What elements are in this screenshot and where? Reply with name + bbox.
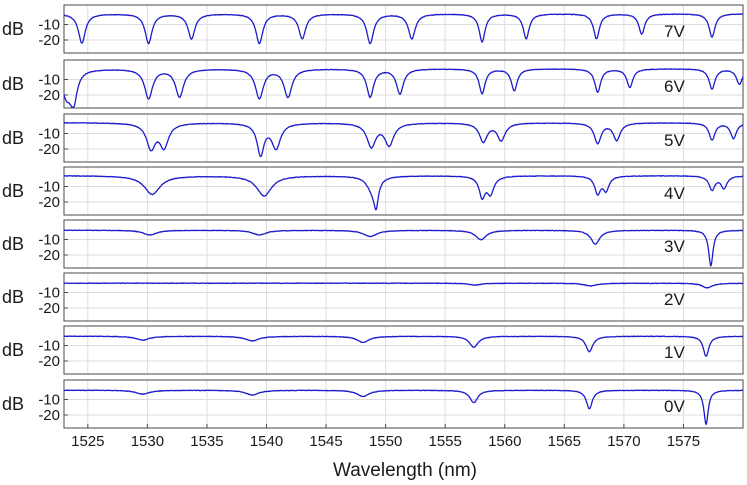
y-tick-label: -20 [38, 141, 60, 158]
spectrum-trace [63, 121, 744, 158]
x-tick-label: 1545 [309, 433, 342, 450]
x-tick-label: 1560 [488, 433, 521, 450]
y-tick-label: -10 [38, 126, 60, 143]
y-axis-label: dB [2, 74, 24, 94]
spectrum-panel: -10-20 dB 7V [2, 4, 744, 54]
x-tick-label: 1575 [667, 433, 700, 450]
spectrum-panel: -10-20 dB 1V [2, 325, 744, 375]
y-tick-label: -20 [38, 32, 60, 49]
spectrum-trace [63, 282, 744, 289]
y-tick-label: -20 [38, 87, 60, 104]
spectrum-trace [63, 389, 744, 426]
axis-layer: 1525 1530 1535 1540 1545 1550 1555 1560 1565 1570… [71, 424, 700, 450]
y-axis-label: dB [2, 340, 24, 360]
y-tick-label: -10 [38, 17, 60, 34]
spectrum-trace [63, 13, 744, 45]
series-label: 2V [664, 290, 685, 309]
spectrum-panel: -10-20 dB 0V [2, 379, 744, 429]
x-tick-label: 1570 [607, 433, 640, 450]
y-axis-label: dB [2, 394, 24, 414]
y-tick-label: -10 [38, 72, 60, 89]
x-tick-label: 1565 [548, 433, 581, 450]
y-tick-label: -20 [38, 247, 60, 264]
y-tick-label: -10 [38, 285, 60, 302]
y-tick-label: -20 [38, 194, 60, 211]
spectrum-panel: -10-20 dB 3V [2, 219, 744, 269]
series-label: 3V [664, 237, 685, 256]
panel-frame [63, 325, 744, 375]
panel-frame [63, 379, 744, 429]
series-label: 4V [664, 184, 685, 203]
x-tick-label: 1535 [190, 433, 223, 450]
spectrum-panel: -10-20 dB 6V [2, 59, 744, 109]
y-axis-label: dB [2, 19, 24, 39]
y-tick-label: -10 [38, 232, 60, 249]
x-tick-label: 1540 [250, 433, 283, 450]
y-tick-label: -10 [38, 392, 60, 409]
spectrum-panel: -10-20 dB 2V [2, 272, 744, 322]
spectrum-panel: -10-20 dB 4V [2, 166, 744, 216]
panel-frame [63, 113, 744, 163]
x-tick-label: 1525 [71, 433, 104, 450]
y-tick-label: -20 [38, 300, 60, 317]
y-tick-label: -10 [38, 179, 60, 196]
series-label: 0V [664, 397, 685, 416]
y-axis-label: dB [2, 128, 24, 148]
panel-frame [63, 4, 744, 54]
panel-frame [63, 166, 744, 216]
spectrum-trace [63, 229, 744, 267]
spectrum-trace [63, 68, 744, 108]
x-tick-label: 1550 [369, 433, 402, 450]
x-tick-label: 1530 [131, 433, 164, 450]
grid-layer [64, 5, 743, 428]
series-label: 1V [664, 343, 685, 362]
spectrum-panel: -10-20 dB 5V [2, 113, 744, 163]
spectrum-trace [63, 175, 744, 211]
spectrum-trace [63, 335, 744, 357]
x-tick-label: 1555 [429, 433, 462, 450]
x-axis-label: Wavelength (nm) [333, 460, 477, 481]
y-tick-label: -10 [38, 338, 60, 355]
panel-frame [63, 59, 744, 109]
series-label: 6V [664, 77, 685, 96]
y-axis-label: dB [2, 181, 24, 201]
y-tick-label: -20 [38, 353, 60, 370]
y-axis-label: dB [2, 234, 24, 254]
y-axis-label: dB [2, 287, 24, 307]
panel-frame [63, 219, 744, 269]
series-label: 5V [664, 131, 685, 150]
panel-frame [63, 272, 744, 322]
series-label: 7V [664, 22, 685, 41]
y-tick-label: -20 [38, 407, 60, 424]
